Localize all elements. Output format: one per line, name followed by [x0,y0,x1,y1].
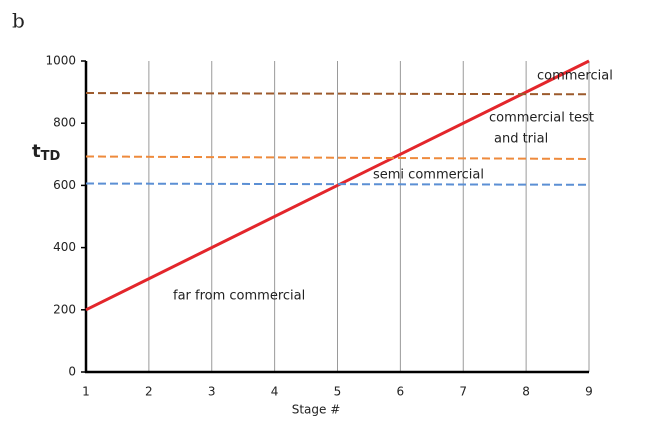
y-axis-label: tTD [32,141,60,164]
annotation: and trial [494,132,548,147]
x-tick-label: 1 [82,385,90,399]
x-tick-label: 5 [334,385,342,399]
x-tick-label: 6 [397,385,405,399]
x-tick-label: 4 [271,385,279,399]
y-tick-label: 200 [53,302,76,316]
annotation: semi commercial [373,168,484,183]
x-tick-label: 9 [585,385,593,399]
x-tick-label: 3 [208,385,216,399]
y-tick-label: 800 [53,116,76,130]
y-tick-label: 0 [68,365,76,379]
x-axis-label: Stage # [292,403,341,417]
y-label-main: t [32,141,41,162]
annotation: far from commercial [173,289,305,304]
y-tick-label: 1000 [45,54,76,68]
annotation: commercial [537,69,613,84]
x-tick-label: 2 [145,385,153,399]
panel-label: b [12,9,25,33]
y-tick-label: 400 [53,240,76,254]
line [85,59,590,312]
y-label-sub: TD [41,149,61,164]
x-tick-label: 7 [459,385,467,399]
x-tick-label: 8 [522,385,530,399]
y-tick-label: 600 [53,178,76,192]
annotation: commercial test [489,111,594,126]
